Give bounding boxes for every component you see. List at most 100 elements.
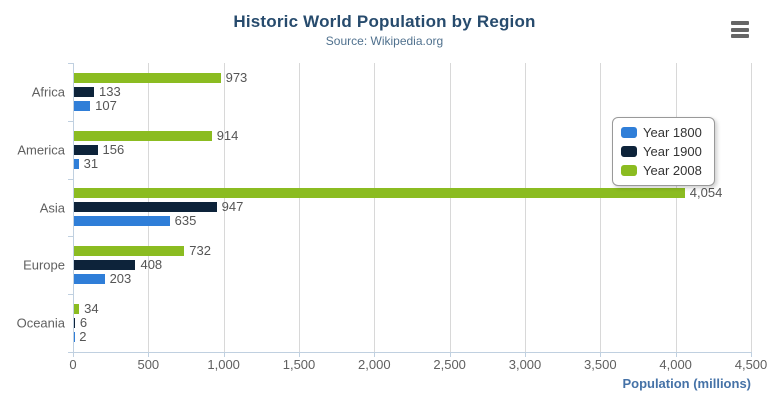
- data-label: 203: [109, 271, 132, 287]
- category-group-america: 914 156 31: [74, 121, 752, 179]
- bar-year-1800[interactable]: [74, 216, 170, 227]
- legend-label: Year 1800: [643, 125, 702, 140]
- gridline: [298, 63, 300, 352]
- data-label: 4,054: [689, 185, 723, 201]
- category-label: Europe: [23, 257, 65, 273]
- x-axis-tick: [449, 352, 451, 357]
- bar-row: 31: [74, 155, 752, 171]
- gridline: [751, 63, 752, 352]
- bar-year-2008[interactable]: [74, 72, 221, 83]
- category-label: Asia: [39, 200, 65, 215]
- bar-row: 947: [74, 199, 752, 215]
- data-label: 156: [102, 141, 125, 157]
- hamburger-icon: [731, 21, 749, 25]
- gridline: [449, 63, 451, 352]
- data-label: 408: [140, 257, 163, 273]
- legend-swatch: [621, 146, 637, 157]
- bar-row: 635: [74, 213, 752, 229]
- bar-year-2008[interactable]: [74, 188, 685, 199]
- legend-label: Year 2008: [643, 163, 702, 178]
- x-axis-tick: [600, 352, 602, 357]
- y-axis-tick: [68, 178, 73, 180]
- x-axis-tick: [148, 352, 150, 357]
- x-axis-tick: [73, 352, 74, 357]
- x-axis-tick: [374, 352, 376, 357]
- bar-year-2008[interactable]: [74, 130, 212, 141]
- legend-swatch: [621, 165, 637, 176]
- legend: Year 1800 Year 1900 Year 2008: [612, 117, 715, 186]
- x-tick-label: 0: [69, 357, 77, 372]
- x-tick-label: 2,500: [433, 357, 466, 372]
- bar-year-2008[interactable]: [74, 246, 185, 257]
- bar-row: 107: [74, 97, 752, 113]
- category-axis-labels: Africa America Asia Europe Oceania: [0, 63, 65, 352]
- x-tick-label: 1,500: [282, 357, 316, 372]
- x-tick-label: 1,000: [207, 357, 240, 372]
- x-axis-title: Population (millions): [622, 376, 751, 391]
- export-menu-button[interactable]: [731, 21, 749, 38]
- bar-row: 973: [74, 69, 752, 85]
- category-label: Africa: [31, 84, 65, 100]
- bar-row: 133: [74, 83, 752, 99]
- gridline: [600, 63, 602, 352]
- hamburger-icon: [731, 27, 749, 32]
- y-axis-tick: [68, 294, 73, 296]
- bar-year-2008[interactable]: [74, 304, 80, 315]
- legend-label: Year 1900: [643, 144, 702, 159]
- chart-title: Historic World Population by Region: [233, 12, 536, 31]
- bar-year-1900[interactable]: [74, 260, 136, 271]
- bar-year-1800[interactable]: [74, 158, 79, 169]
- category-label: America: [17, 142, 65, 158]
- data-label: 914: [216, 127, 239, 143]
- data-label: 31: [83, 155, 99, 171]
- legend-item-year-1800[interactable]: Year 1800: [621, 125, 702, 140]
- data-label: 635: [174, 213, 197, 229]
- x-tick-label: 3,500: [584, 357, 617, 372]
- data-label: 947: [221, 199, 244, 215]
- legend-item-year-2008[interactable]: Year 2008: [621, 163, 702, 178]
- bar-row: 408: [74, 257, 752, 273]
- x-tick-label: 3,000: [508, 357, 542, 372]
- data-label: 133: [99, 83, 121, 99]
- y-axis-tick: [68, 63, 73, 64]
- y-axis-tick: [68, 352, 73, 353]
- y-axis-tick: [68, 236, 73, 238]
- bar-row: 2: [74, 329, 752, 345]
- x-axis-tick: [223, 352, 225, 357]
- data-label: 107: [95, 97, 117, 113]
- bar-row: 34: [74, 302, 752, 315]
- category-group-europe: 732 408 203: [74, 236, 752, 294]
- category-group-asia: 4,054 947 635: [74, 179, 752, 237]
- gridline: [524, 63, 526, 352]
- bar-row: 914: [74, 127, 752, 143]
- legend-swatch: [621, 127, 637, 138]
- bar-year-1800[interactable]: [74, 274, 105, 285]
- data-label: 973: [225, 69, 248, 85]
- value-axis-labels: 0 500 1,000 1,500 2,000 2,500 3,000 3,500 4,000 4…: [69, 357, 767, 373]
- legend-item-year-1900[interactable]: Year 1900: [621, 144, 702, 159]
- x-axis-tick: [298, 352, 300, 357]
- bar-year-1900[interactable]: [74, 202, 217, 213]
- bar-row: 203: [74, 271, 752, 287]
- chart-subtitle: Source: Wikipedia.org: [325, 34, 444, 48]
- bar-row: 4,054: [74, 185, 752, 201]
- bar-year-1900[interactable]: [74, 86, 95, 97]
- x-axis-tick: [524, 352, 526, 357]
- hamburger-icon: [731, 34, 749, 38]
- data-label: 2: [79, 329, 87, 345]
- data-label: 6: [79, 315, 88, 331]
- x-tick-label: 2,000: [358, 357, 391, 372]
- category-group-africa: 973 133 107: [74, 63, 752, 121]
- bar-row: 6: [74, 315, 752, 331]
- bar-year-1900[interactable]: [74, 144, 98, 155]
- x-tick-label: 4,500: [734, 357, 768, 372]
- bar-year-1800[interactable]: [74, 100, 91, 111]
- bar-row: 732: [74, 243, 752, 259]
- category-group-oceania: 34 6 2: [74, 294, 752, 352]
- x-axis-tick: [675, 352, 677, 357]
- bar-year-1900[interactable]: [74, 318, 75, 329]
- bar-row: 156: [74, 141, 752, 157]
- data-label: 732: [189, 243, 211, 259]
- gridline: [374, 63, 376, 352]
